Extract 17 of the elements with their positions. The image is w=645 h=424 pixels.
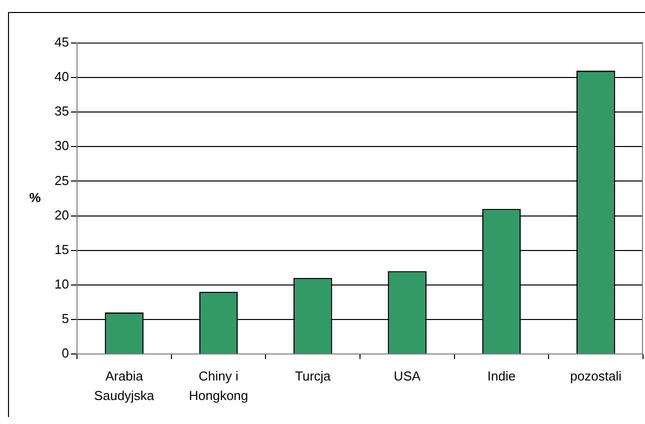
- y-tick-label: 10: [54, 276, 69, 292]
- y-tick-label: 20: [54, 207, 69, 222]
- y-tick-label: 0: [62, 346, 69, 361]
- y-tick-label: 35: [54, 104, 69, 119]
- x-tick-label: pozostali: [570, 368, 622, 384]
- x-tick-label: USA: [394, 368, 421, 384]
- y-tick-label: 5: [62, 311, 69, 326]
- x-tick-label: Indie: [487, 368, 516, 384]
- y-tick-label: 45: [54, 34, 69, 50]
- y-tick-label: 15: [54, 242, 69, 257]
- x-tick-label: Chiny i Hongkong: [188, 368, 248, 403]
- y-tick-label: 40: [54, 69, 69, 84]
- x-tick-label: Arabia Saudyjska: [94, 368, 155, 403]
- y-tick-label: 25: [54, 172, 69, 188]
- y-axis-title: %: [29, 190, 42, 206]
- y-tick-label: 30: [54, 138, 69, 154]
- x-tick-label: Turcja: [295, 368, 332, 384]
